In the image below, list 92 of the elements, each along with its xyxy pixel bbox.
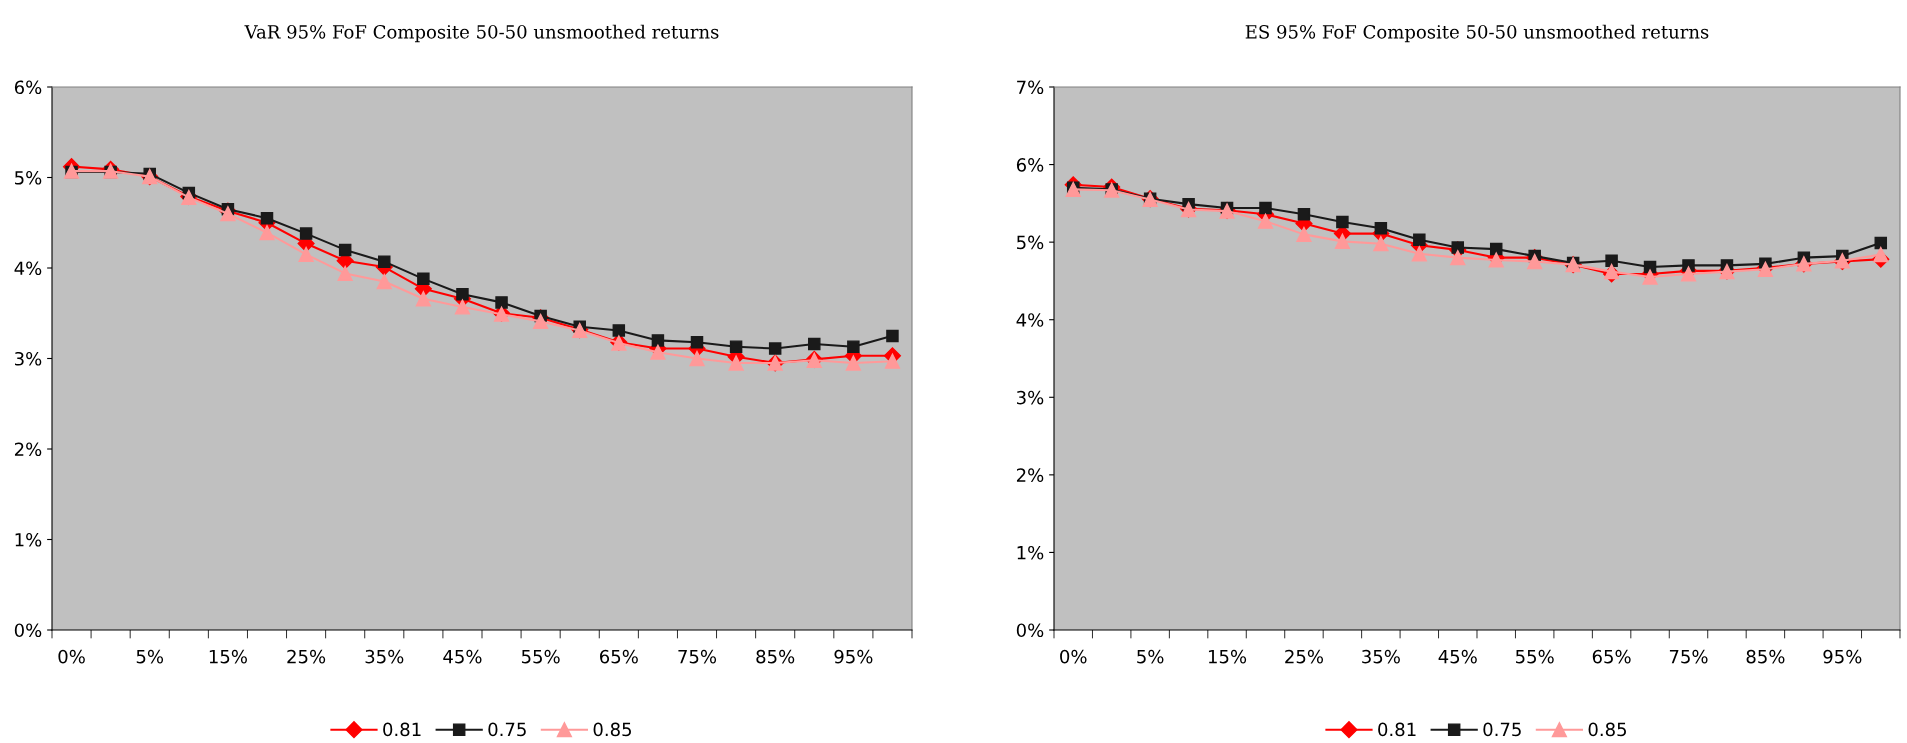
x-tick-label: 35% (1362, 649, 1400, 664)
x-tick-label: 85% (1746, 649, 1785, 664)
y-tick-label: 6% (1016, 158, 1044, 172)
point (1374, 221, 1388, 235)
x-tick-label: 85% (756, 649, 795, 664)
x-tick-label: 75% (678, 649, 717, 664)
x-tick-label: 0% (1060, 649, 1087, 664)
point (338, 243, 352, 257)
y-tick-label: 2% (14, 442, 42, 457)
x-tick-label: 55% (1516, 649, 1554, 664)
point (1373, 236, 1389, 252)
y-tick-label: 5% (1017, 235, 1044, 250)
point (1605, 254, 1618, 268)
x-tick-label: 65% (1592, 649, 1631, 664)
y-tick-label: 2% (1016, 468, 1044, 482)
point (847, 340, 860, 353)
y-tick-label: 5% (15, 170, 42, 185)
x-tick-label: 95% (834, 649, 873, 664)
x-tick-label: 5% (1137, 649, 1164, 664)
point (1296, 226, 1312, 243)
point (456, 287, 469, 301)
x-tick-label: 65% (600, 649, 638, 664)
x-tick-label: 25% (1285, 649, 1324, 664)
point (1451, 241, 1465, 254)
legend-label: 0.85 (593, 722, 631, 737)
point (1642, 269, 1658, 285)
point (729, 340, 743, 353)
point (1873, 246, 1889, 263)
y-tick-label: 0% (1016, 623, 1044, 638)
point (1411, 246, 1427, 262)
point (884, 353, 901, 369)
y-tick-label: 1% (1017, 545, 1044, 560)
point (1489, 242, 1503, 256)
legend-label: 0.81 (1378, 722, 1416, 737)
point (337, 265, 353, 282)
point (1257, 213, 1274, 229)
x-tick-label: 95% (1823, 649, 1862, 664)
point (1334, 233, 1351, 250)
legend-label: 0.75 (488, 722, 526, 737)
x-tick-label: 25% (287, 649, 326, 664)
x-tick-label: 45% (1438, 649, 1477, 664)
x-tick-label: 0% (58, 649, 85, 664)
x-tick-label: 35% (365, 649, 404, 664)
point (690, 335, 704, 349)
x-tick-label: 15% (209, 649, 247, 664)
point (495, 296, 508, 309)
x-tick-label: 45% (443, 649, 482, 664)
x-tick-label: 55% (521, 649, 560, 664)
legend-label: 0.81 (383, 722, 421, 737)
point (417, 272, 430, 286)
point (768, 342, 782, 355)
point (299, 227, 313, 240)
y-tick-label: 4% (14, 261, 42, 276)
point (260, 211, 274, 225)
point (1527, 253, 1543, 270)
point (1874, 236, 1888, 250)
point (1680, 266, 1697, 282)
y-tick-label: 1% (15, 532, 42, 547)
chart-title: ES 95% FoF Composite 50-50 unsmoothed returns (1245, 24, 1709, 43)
point (1259, 201, 1272, 215)
point (259, 225, 275, 241)
point (650, 344, 666, 360)
point (298, 246, 314, 263)
point (454, 299, 471, 315)
point (376, 273, 392, 290)
point (1413, 233, 1426, 247)
point (1297, 207, 1311, 221)
y-tick-label: 6% (14, 80, 42, 95)
point (378, 255, 391, 268)
point (1450, 250, 1466, 266)
point (808, 337, 821, 351)
chart-title: VaR 95% FoF Composite 50-50 unsmoothed returns (244, 24, 719, 43)
x-tick-label: 75% (1669, 649, 1708, 664)
x-tick-label: 15% (1208, 649, 1247, 664)
y-tick-label: 0% (14, 623, 42, 638)
y-tick-label: 3% (15, 351, 42, 366)
legend-label: 0.75 (1483, 722, 1521, 737)
y-tick-label: 7% (1017, 80, 1044, 95)
y-tick-label: 4% (1016, 313, 1044, 327)
point (532, 313, 549, 330)
x-tick-label: 5% (136, 649, 164, 664)
point (886, 329, 899, 343)
point (612, 324, 626, 337)
point (689, 350, 705, 367)
point (220, 206, 236, 222)
point (651, 334, 665, 347)
point (415, 291, 432, 307)
point (728, 355, 744, 371)
legend-label: 0.85 (1588, 722, 1626, 737)
point (1336, 215, 1349, 229)
y-tick-label: 3% (1017, 390, 1044, 405)
point (845, 355, 862, 371)
